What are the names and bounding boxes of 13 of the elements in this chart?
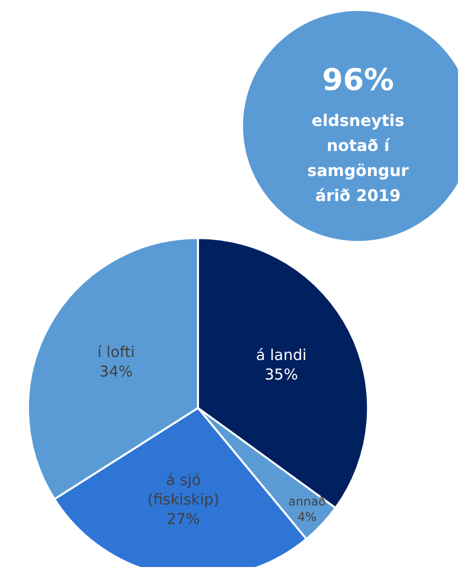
- slice-label: á landi: [256, 346, 307, 364]
- text: samgöngur: [307, 161, 409, 180]
- data-label: 4%: [298, 510, 317, 524]
- slice-label: í lofti: [97, 343, 135, 362]
- text: árið 2019: [315, 186, 401, 205]
- data-label: 27%: [166, 510, 200, 528]
- slice-label: á sjó (fiskiskip): [147, 470, 220, 508]
- text: 96%: [322, 63, 394, 98]
- data-label: 35%: [264, 365, 298, 384]
- data-label: 34%: [99, 362, 133, 381]
- text: notað í: [326, 136, 391, 155]
- slice-label: annað: [288, 494, 326, 509]
- text: eldsneytis: [312, 111, 404, 130]
